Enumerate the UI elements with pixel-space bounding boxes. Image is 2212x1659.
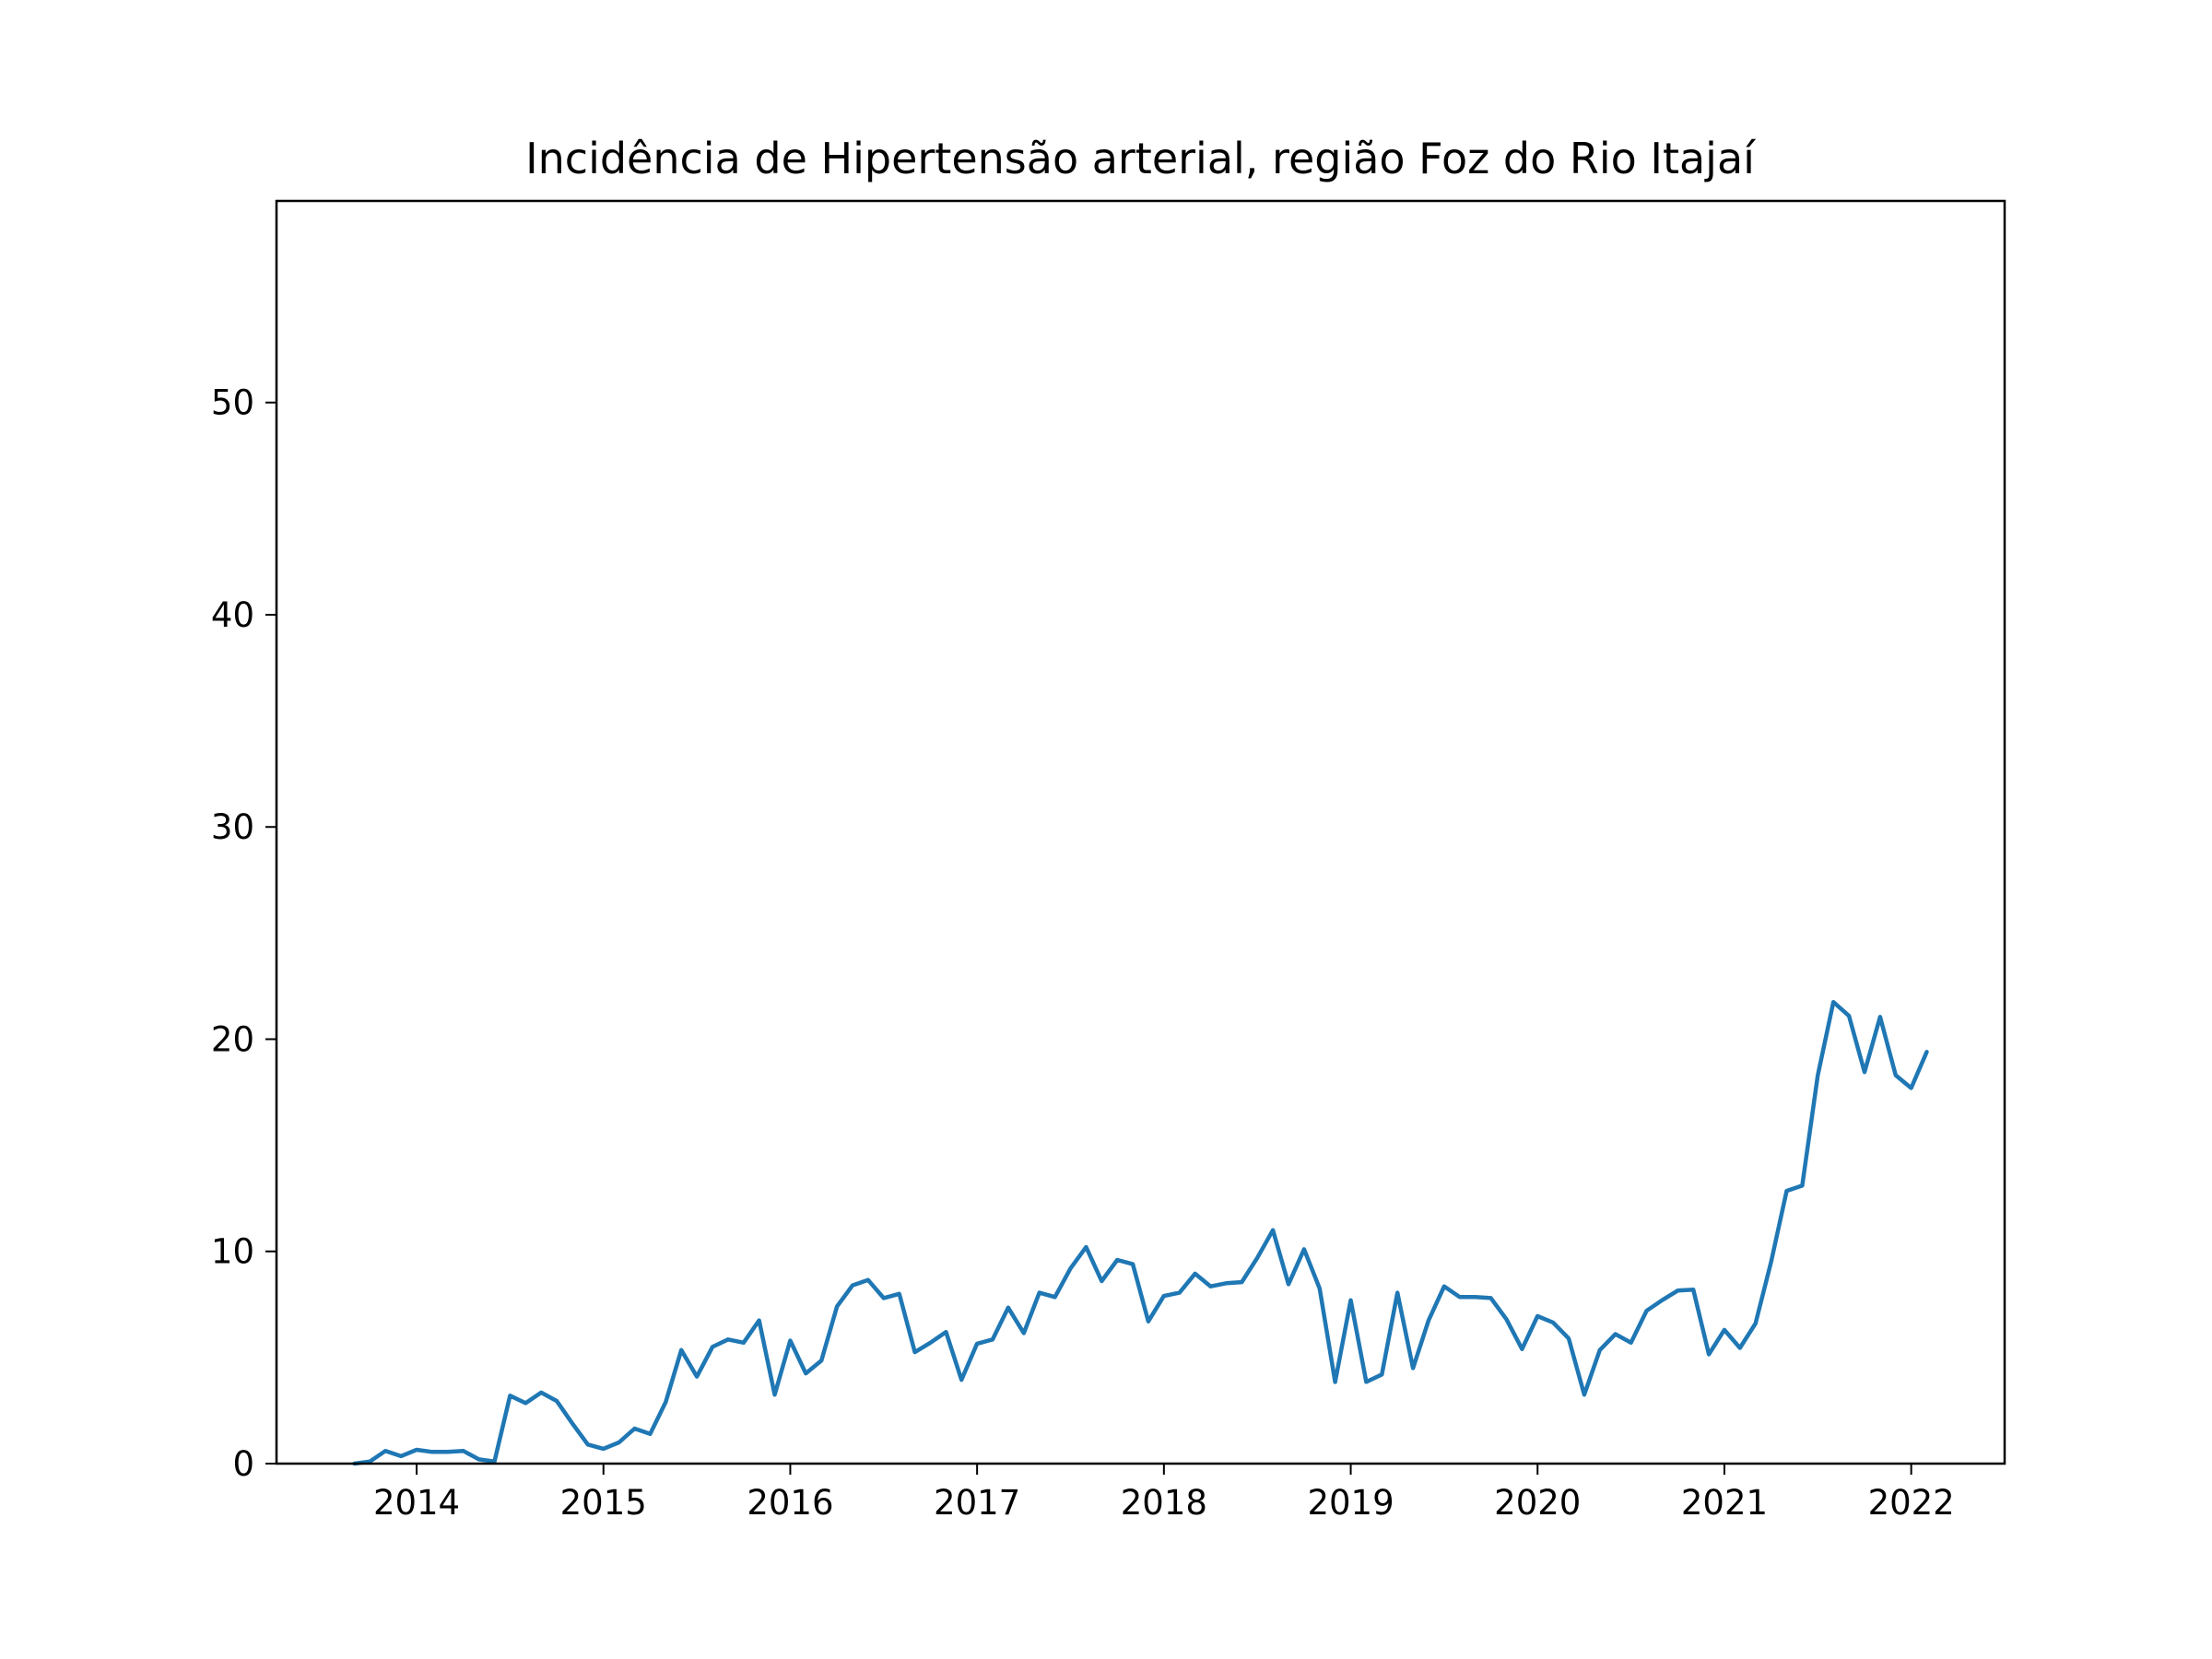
x-axis: 2014 2015 2016 2017 2018 2019 2020 2021 2022	[373, 1464, 1955, 1523]
y-tick-label: 50	[211, 383, 254, 423]
y-tick-label: 20	[211, 1019, 254, 1059]
x-tick-label: 2019	[1307, 1483, 1394, 1523]
x-tick-label: 2015	[560, 1483, 647, 1523]
x-tick-label: 2020	[1494, 1483, 1581, 1523]
x-tick-label: 2016	[747, 1483, 833, 1523]
y-tick-label: 0	[232, 1444, 254, 1484]
chart-title: Incidência de Hipertensão arterial, regi…	[525, 134, 1756, 183]
x-tick-label: 2017	[934, 1483, 1020, 1523]
x-tick-label: 2021	[1681, 1483, 1768, 1523]
plot-frame	[275, 199, 2006, 1465]
x-tick-label: 2014	[373, 1483, 460, 1523]
x-tick-label: 2022	[1868, 1483, 1955, 1523]
series-line	[352, 999, 1929, 1466]
x-tick-label: 2018	[1121, 1483, 1207, 1523]
y-tick-label: 40	[211, 595, 254, 635]
y-axis: 0 10 20 30 40 50	[211, 383, 276, 1484]
series-layer	[352, 999, 1929, 1466]
y-tick-label: 30	[211, 807, 254, 847]
y-tick-label: 10	[211, 1232, 254, 1272]
